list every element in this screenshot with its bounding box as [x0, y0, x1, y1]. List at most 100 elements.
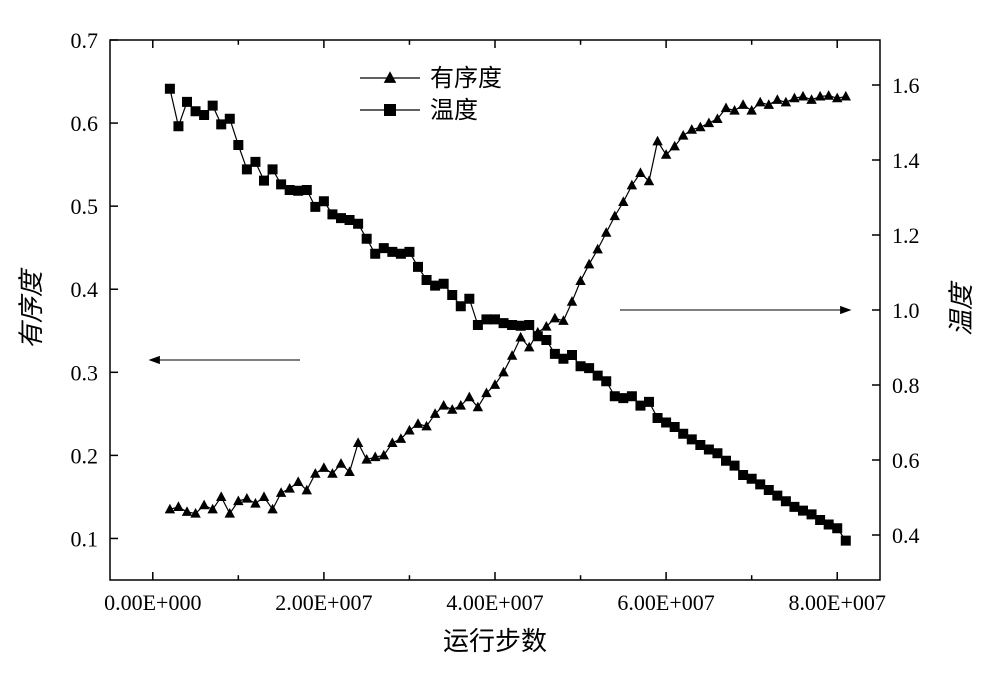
marker-温度 [345, 215, 355, 225]
y-right-axis-label: 温度 [947, 280, 976, 336]
marker-温度 [533, 331, 543, 341]
marker-温度 [618, 393, 628, 403]
marker-温度 [824, 520, 834, 530]
legend-marker-温度 [384, 104, 396, 116]
marker-温度 [558, 354, 568, 364]
marker-温度 [584, 363, 594, 373]
x-tick-label: 6.00E+007 [617, 590, 714, 615]
marker-有序度 [618, 196, 628, 206]
series-line-有序度 [170, 96, 846, 514]
marker-有序度 [721, 103, 731, 113]
marker-温度 [396, 249, 406, 259]
marker-有序度 [379, 450, 389, 460]
marker-有序度 [336, 458, 346, 468]
marker-温度 [550, 349, 560, 359]
x-tick-label: 8.00E+007 [789, 590, 886, 615]
marker-温度 [678, 429, 688, 439]
marker-温度 [336, 213, 346, 223]
marker-温度 [165, 84, 175, 94]
marker-有序度 [550, 313, 560, 323]
marker-有序度 [575, 275, 585, 285]
marker-有序度 [438, 400, 448, 410]
y-left-axis-label: 有序度 [17, 267, 46, 349]
marker-温度 [191, 106, 201, 116]
yl-tick-label: 0.4 [71, 277, 99, 302]
marker-温度 [327, 209, 337, 219]
marker-温度 [353, 219, 363, 229]
yl-tick-label: 0.1 [71, 526, 99, 551]
marker-有序度 [199, 500, 209, 510]
marker-有序度 [284, 483, 294, 493]
marker-有序度 [755, 97, 765, 107]
marker-温度 [730, 461, 740, 471]
marker-温度 [422, 275, 432, 285]
marker-温度 [516, 321, 526, 331]
marker-温度 [285, 185, 295, 195]
marker-温度 [644, 397, 654, 407]
marker-温度 [173, 121, 183, 131]
marker-温度 [242, 164, 252, 174]
marker-温度 [661, 418, 671, 428]
x-tick-label: 0.00E+000 [104, 590, 201, 615]
marker-有序度 [310, 468, 320, 478]
marker-温度 [789, 502, 799, 512]
marker-温度 [781, 496, 791, 506]
marker-温度 [798, 506, 808, 516]
marker-有序度 [592, 244, 602, 254]
marker-有序度 [627, 180, 637, 190]
marker-温度 [310, 202, 320, 212]
marker-有序度 [704, 117, 714, 127]
marker-温度 [199, 110, 209, 120]
marker-温度 [687, 434, 697, 444]
marker-温度 [507, 320, 517, 330]
yr-tick-label: 0.8 [892, 373, 920, 398]
marker-温度 [473, 320, 483, 330]
marker-温度 [747, 474, 757, 484]
marker-有序度 [173, 501, 183, 511]
marker-温度 [807, 509, 817, 519]
marker-有序度 [216, 491, 226, 501]
marker-有序度 [490, 379, 500, 389]
marker-有序度 [584, 259, 594, 269]
marker-有序度 [841, 91, 851, 101]
yl-tick-label: 0.6 [71, 111, 99, 136]
marker-有序度 [635, 167, 645, 177]
marker-有序度 [610, 211, 620, 221]
marker-温度 [653, 413, 663, 423]
x-tick-label: 4.00E+007 [446, 590, 543, 615]
marker-有序度 [652, 136, 662, 146]
scatter-chart: 0.00E+0002.00E+0074.00E+0076.00E+0078.00… [0, 0, 1000, 697]
marker-有序度 [823, 90, 833, 100]
marker-有序度 [387, 437, 397, 447]
marker-有序度 [515, 332, 525, 342]
marker-温度 [815, 515, 825, 525]
marker-有序度 [507, 350, 517, 360]
marker-温度 [430, 281, 440, 291]
marker-温度 [370, 249, 380, 259]
marker-温度 [404, 247, 414, 257]
marker-有序度 [225, 508, 235, 518]
yr-tick-label: 0.6 [892, 448, 920, 473]
marker-温度 [764, 485, 774, 495]
axis-indicator-arrow-1-head [841, 307, 850, 314]
marker-温度 [832, 523, 842, 533]
marker-温度 [712, 448, 722, 458]
marker-温度 [627, 391, 637, 401]
marker-有序度 [695, 122, 705, 132]
marker-有序度 [404, 425, 414, 435]
yl-tick-label: 0.2 [71, 443, 99, 468]
yr-tick-label: 0.4 [892, 523, 920, 548]
marker-温度 [576, 361, 586, 371]
marker-有序度 [242, 493, 252, 503]
marker-有序度 [464, 392, 474, 402]
legend-label: 温度 [430, 97, 478, 124]
marker-有序度 [806, 94, 816, 104]
marker-有序度 [276, 487, 286, 497]
marker-温度 [268, 164, 278, 174]
marker-温度 [772, 491, 782, 501]
marker-温度 [233, 140, 243, 150]
marker-温度 [481, 314, 491, 324]
marker-温度 [456, 301, 466, 311]
marker-温度 [387, 247, 397, 257]
marker-温度 [447, 290, 457, 300]
